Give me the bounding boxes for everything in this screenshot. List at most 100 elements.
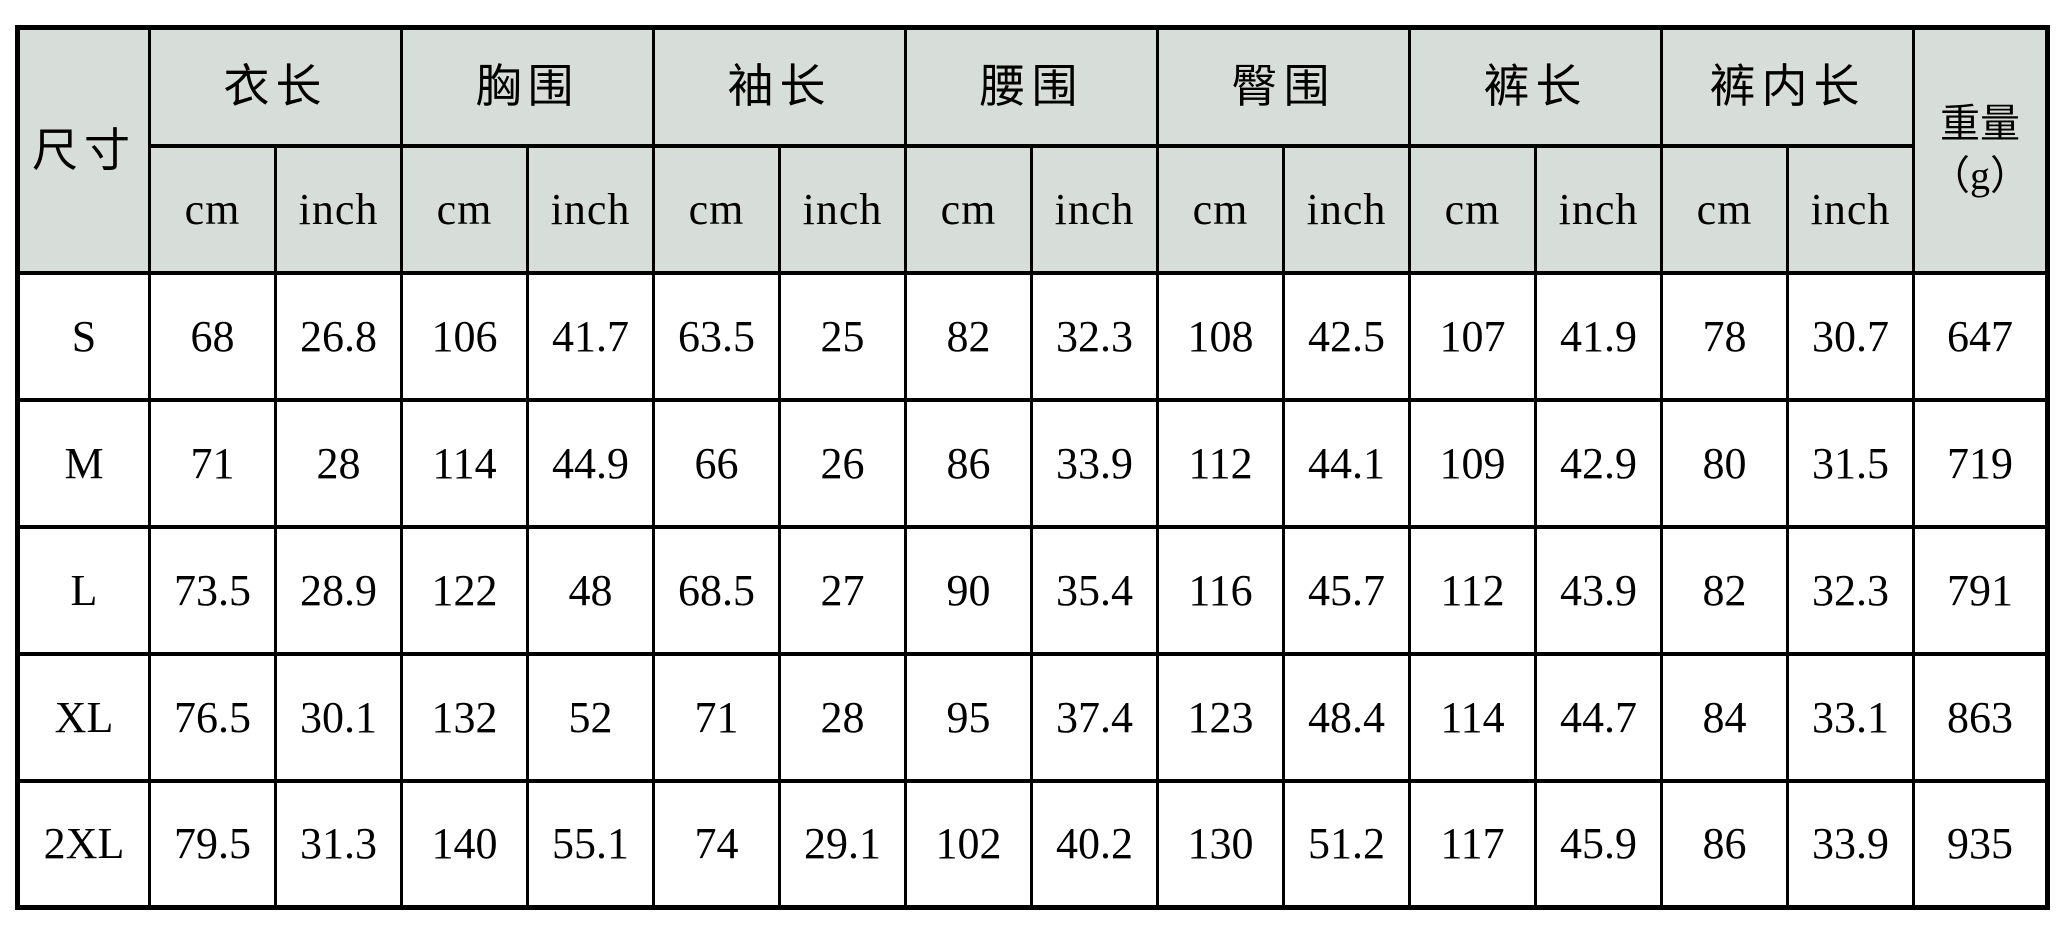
table-row-size-2xl: 2XL 79.5 31.3 140 55.1 74 29.1 102 40.2 …: [16, 778, 2049, 910]
data-cell: 37.4: [1030, 651, 1159, 783]
data-cell: 719: [1912, 397, 2049, 529]
data-cell: 28: [778, 651, 907, 783]
data-cell: 42.9: [1534, 397, 1663, 529]
size-chart-table: 尺寸 衣长 胸围 袖长 腰围 臀围 裤长 裤内长 重量 （g） cm inch …: [15, 25, 2050, 910]
data-cell: 48.4: [1282, 651, 1411, 783]
data-cell: 26: [778, 397, 907, 529]
data-cell: 32.3: [1030, 270, 1159, 402]
unit-header-inch: inch: [1282, 143, 1411, 275]
data-cell: 86: [1660, 778, 1789, 910]
data-cell: 63.5: [652, 270, 781, 402]
measurement-header-sleeve-length: 袖长: [652, 25, 907, 148]
data-cell: 35.4: [1030, 524, 1159, 656]
unit-header-inch: inch: [1786, 143, 1915, 275]
size-row-label: 2XL: [16, 778, 151, 910]
data-cell: 79.5: [148, 778, 277, 910]
measurement-header-hip: 臀围: [1156, 25, 1411, 148]
data-cell: 26.8: [274, 270, 403, 402]
data-cell: 66: [652, 397, 781, 529]
data-cell: 107: [1408, 270, 1537, 402]
measurement-header-garment-length: 衣长: [148, 25, 403, 148]
data-cell: 31.5: [1786, 397, 1915, 529]
unit-header-cm: cm: [1156, 143, 1285, 275]
table-row-size-xl: XL 76.5 30.1 132 52 71 28 95 37.4 123 48…: [16, 651, 2049, 783]
data-cell: 109: [1408, 397, 1537, 529]
unit-header-cm: cm: [904, 143, 1033, 275]
data-cell: 84: [1660, 651, 1789, 783]
data-cell: 647: [1912, 270, 2049, 402]
size-row-label: XL: [16, 651, 151, 783]
unit-header-cm: cm: [1408, 143, 1537, 275]
data-cell: 86: [904, 397, 1033, 529]
unit-header-cm: cm: [652, 143, 781, 275]
unit-header-inch: inch: [1534, 143, 1663, 275]
unit-header-inch: inch: [526, 143, 655, 275]
data-cell: 27: [778, 524, 907, 656]
data-cell: 29.1: [778, 778, 907, 910]
data-cell: 123: [1156, 651, 1285, 783]
data-cell: 78: [1660, 270, 1789, 402]
data-cell: 80: [1660, 397, 1789, 529]
data-cell: 82: [904, 270, 1033, 402]
data-cell: 41.7: [526, 270, 655, 402]
unit-header-cm: cm: [400, 143, 529, 275]
measurement-header-pants-length: 裤长: [1408, 25, 1663, 148]
data-cell: 52: [526, 651, 655, 783]
data-cell: 44.1: [1282, 397, 1411, 529]
data-cell: 68: [148, 270, 277, 402]
unit-header-cm: cm: [1660, 143, 1789, 275]
data-cell: 112: [1408, 524, 1537, 656]
size-row-label: S: [16, 270, 151, 402]
data-cell: 935: [1912, 778, 2049, 910]
data-cell: 32.3: [1786, 524, 1915, 656]
data-cell: 28.9: [274, 524, 403, 656]
data-cell: 51.2: [1282, 778, 1411, 910]
data-cell: 71: [148, 397, 277, 529]
header-row-units: cm inch cm inch cm inch cm inch cm inch …: [18, 143, 2048, 275]
data-cell: 71: [652, 651, 781, 783]
data-cell: 122: [400, 524, 529, 656]
unit-header-inch: inch: [778, 143, 907, 275]
data-cell: 40.2: [1030, 778, 1159, 910]
data-cell: 30.1: [274, 651, 403, 783]
size-row-label: M: [16, 397, 151, 529]
data-cell: 31.3: [274, 778, 403, 910]
data-cell: 114: [1408, 651, 1537, 783]
data-cell: 28: [274, 397, 403, 529]
data-cell: 41.9: [1534, 270, 1663, 402]
unit-header-inch: inch: [274, 143, 403, 275]
data-cell: 45.7: [1282, 524, 1411, 656]
data-cell: 73.5: [148, 524, 277, 656]
data-cell: 42.5: [1282, 270, 1411, 402]
data-cell: 140: [400, 778, 529, 910]
data-cell: 102: [904, 778, 1033, 910]
data-cell: 25: [778, 270, 907, 402]
unit-header-cm: cm: [148, 143, 277, 275]
data-cell: 76.5: [148, 651, 277, 783]
data-cell: 45.9: [1534, 778, 1663, 910]
data-cell: 791: [1912, 524, 2049, 656]
data-cell: 33.1: [1786, 651, 1915, 783]
measurement-header-chest: 胸围: [400, 25, 655, 148]
data-cell: 33.9: [1786, 778, 1915, 910]
data-cell: 90: [904, 524, 1033, 656]
data-cell: 116: [1156, 524, 1285, 656]
weight-header-label: 重量: [1940, 101, 2020, 147]
size-row-label: L: [16, 524, 151, 656]
weight-header-unit: （g）: [1930, 153, 2030, 199]
data-cell: 74: [652, 778, 781, 910]
table-row-size-s: S 68 26.8 106 41.7 63.5 25 82 32.3 108 4…: [16, 270, 2049, 402]
data-cell: 95: [904, 651, 1033, 783]
data-cell: 82: [1660, 524, 1789, 656]
data-cell: 68.5: [652, 524, 781, 656]
data-cell: 114: [400, 397, 529, 529]
weight-column-header: 重量 （g）: [1912, 25, 2049, 275]
data-cell: 106: [400, 270, 529, 402]
data-cell: 130: [1156, 778, 1285, 910]
data-cell: 44.7: [1534, 651, 1663, 783]
measurement-header-waist: 腰围: [904, 25, 1159, 148]
data-cell: 117: [1408, 778, 1537, 910]
unit-header-inch: inch: [1030, 143, 1159, 275]
header-row-measurements: 尺寸 衣长 胸围 袖长 腰围 臀围 裤长 裤内长 重量 （g）: [16, 25, 2049, 275]
